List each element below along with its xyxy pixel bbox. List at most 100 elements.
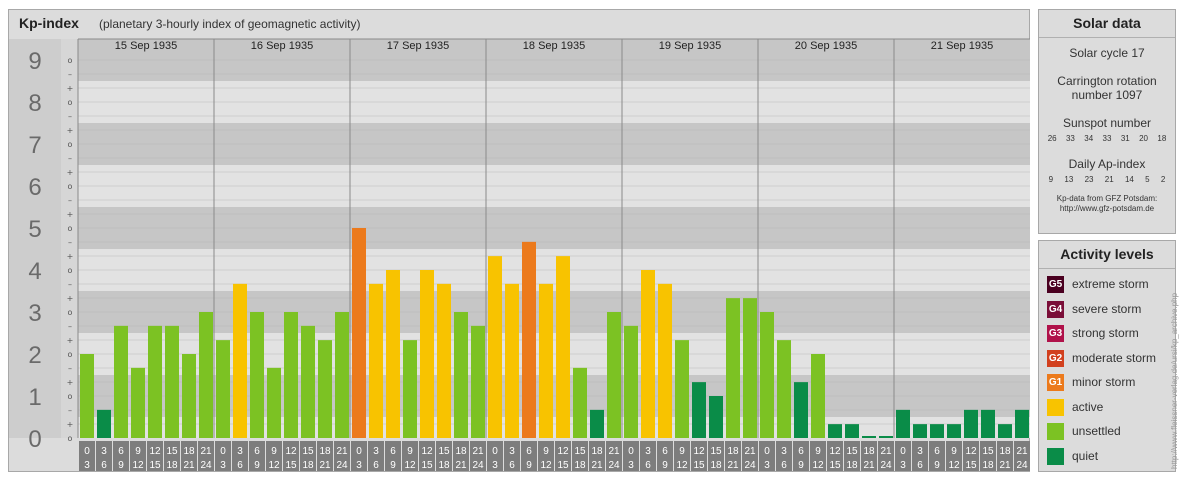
kp-bar	[148, 325, 162, 438]
interval-start-label: 21	[608, 446, 620, 457]
day-label: 16 Sep 1935	[251, 40, 313, 52]
ap-value: 5	[1145, 175, 1150, 184]
interval-box	[640, 441, 656, 471]
interval-box	[402, 441, 418, 471]
interval-end-label: 3	[220, 460, 226, 471]
minor-tick-label: –	[68, 280, 72, 289]
interval-end-label: 9	[254, 460, 260, 471]
interval-end-label: 12	[132, 460, 144, 471]
y-tick-label: 8	[28, 90, 41, 117]
interval-start-label: 15	[710, 446, 722, 457]
kp-bar	[233, 283, 247, 438]
interval-end-label: 6	[373, 460, 379, 471]
interval-end-label: 24	[744, 460, 756, 471]
y-tick-label: 7	[28, 132, 41, 159]
sunspot-value: 34	[1084, 134, 1094, 143]
interval-end-label: 3	[356, 460, 362, 471]
legend-swatch	[1047, 398, 1064, 416]
interval-start-label: 0	[356, 446, 362, 457]
interval-start-label: 9	[543, 446, 549, 457]
interval-start-label: 18	[319, 446, 331, 457]
kp-bar	[913, 424, 927, 438]
kp-bar	[709, 396, 723, 438]
sunspot-value: 20	[1139, 134, 1148, 143]
interval-end-label: 12	[676, 460, 688, 471]
minor-tick-label: o	[68, 350, 73, 359]
kp-bar	[454, 312, 468, 438]
interval-end-label: 9	[934, 460, 940, 471]
day-label: 19 Sep 1935	[659, 40, 721, 52]
interval-box	[215, 441, 231, 471]
chart-title: Kp-index	[19, 15, 79, 31]
interval-start-label: 6	[118, 446, 124, 457]
interval-box	[453, 441, 469, 471]
activity-levels-title: Activity levels	[1039, 241, 1175, 269]
interval-start-label: 15	[302, 446, 314, 457]
chart-subtitle: (planetary 3-hourly index of geomagnetic…	[99, 17, 361, 31]
interval-end-label: 21	[455, 460, 467, 471]
interval-end-label: 18	[846, 460, 858, 471]
interval-start-label: 21	[880, 446, 892, 457]
interval-end-label: 6	[917, 460, 923, 471]
interval-start-label: 18	[727, 446, 739, 457]
interval-start-label: 9	[951, 446, 957, 457]
kp-bar	[335, 312, 349, 438]
minor-tick-column	[61, 39, 78, 438]
kp-bar	[590, 409, 604, 438]
carrington-line1: Carrington rotation	[1057, 74, 1157, 88]
kp-bar	[131, 367, 145, 438]
interval-box	[623, 441, 639, 471]
legend-label: strong storm	[1072, 326, 1139, 340]
interval-box	[810, 441, 826, 471]
interval-start-label: 12	[421, 446, 433, 457]
interval-end-label: 12	[404, 460, 416, 471]
interval-box	[844, 441, 860, 471]
watermark-url: http://www.fleissner-verlag.de/ursi/kp_a…	[1170, 292, 1179, 469]
interval-start-label: 0	[84, 446, 90, 457]
kp-bar	[692, 382, 706, 438]
kp-bar	[675, 340, 689, 438]
sunspot-value: 33	[1102, 134, 1112, 143]
interval-end-label: 12	[812, 460, 824, 471]
minor-tick-label: +	[67, 168, 74, 177]
interval-box	[96, 441, 112, 471]
interval-box	[606, 441, 622, 471]
kp-bar	[199, 312, 213, 438]
kp-bar	[539, 283, 553, 438]
kp-bar	[284, 312, 298, 438]
interval-box	[470, 441, 486, 471]
ap-value: 13	[1064, 175, 1074, 184]
interval-start-label: 12	[965, 446, 977, 457]
y-tick-label: 9	[28, 48, 41, 75]
interval-start-label: 12	[149, 446, 161, 457]
interval-box	[164, 441, 180, 471]
interval-start-label: 9	[815, 446, 821, 457]
kp-bar	[386, 270, 400, 438]
interval-end-label: 15	[693, 460, 705, 471]
interval-start-label: 21	[336, 446, 348, 457]
interval-start-label: 9	[407, 446, 413, 457]
interval-box	[691, 441, 707, 471]
interval-end-label: 24	[1016, 460, 1028, 471]
interval-start-label: 12	[557, 446, 569, 457]
kp-bar	[879, 436, 893, 438]
interval-box	[776, 441, 792, 471]
legend-swatch: G4	[1047, 300, 1064, 318]
minor-tick-label: –	[68, 364, 72, 373]
minor-tick-label: –	[68, 238, 72, 247]
legend-item: active	[1039, 397, 1175, 422]
kp-bar	[505, 283, 519, 438]
interval-box	[266, 441, 282, 471]
interval-start-label: 15	[438, 446, 450, 457]
kp-bar	[726, 298, 740, 438]
interval-box	[351, 441, 367, 471]
solar-data-title: Solar data	[1039, 10, 1175, 38]
kp-bar	[301, 325, 315, 438]
minor-tick-label: +	[67, 420, 74, 429]
kp-bar	[624, 325, 638, 438]
kp-bar	[522, 241, 536, 438]
legend-label: moderate storm	[1072, 350, 1157, 365]
minor-tick-label: o	[68, 308, 73, 317]
interval-start-label: 15	[166, 446, 178, 457]
minor-tick-label: –	[68, 154, 72, 163]
